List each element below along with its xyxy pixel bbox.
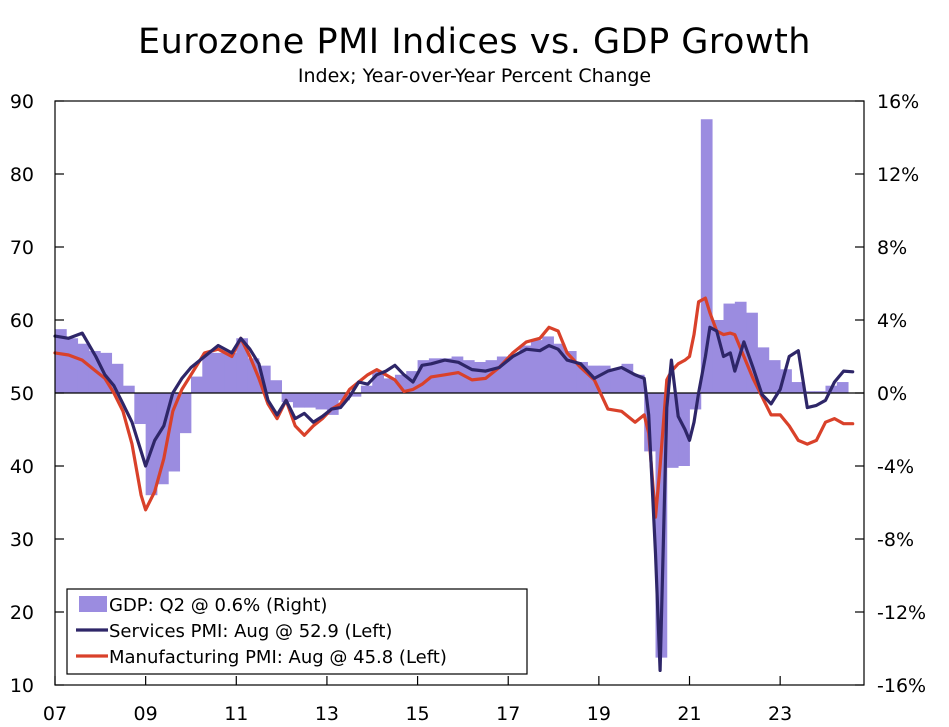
gdp-bar	[145, 393, 158, 496]
x-tick-label: 21	[677, 703, 701, 725]
gdp-bar	[383, 378, 396, 393]
left-tick-label: 40	[10, 456, 34, 478]
legend: GDP: Q2 @ 0.6% (Right) Services PMI: Aug…	[66, 588, 528, 675]
right-tick-label: 8%	[877, 237, 907, 259]
gdp-bar	[576, 361, 588, 393]
x-tick-label: 07	[43, 703, 67, 725]
gdp-bar	[836, 382, 849, 393]
gdp-bar	[700, 119, 713, 393]
gdp-bar	[270, 380, 283, 393]
x-tick-label: 13	[315, 703, 339, 725]
x-tick-label: 15	[405, 703, 429, 725]
x-tick-label: 19	[587, 703, 611, 725]
gdp-bar	[122, 385, 135, 393]
gdp-bar	[723, 303, 736, 393]
gdp-bar	[168, 393, 181, 472]
gdp-bar	[77, 343, 90, 393]
left-tick-label: 70	[10, 237, 34, 259]
gdp-bar	[451, 356, 464, 393]
gdp-bar	[655, 393, 668, 658]
x-tick-label: 23	[768, 703, 792, 725]
manufacturing-pmi-line	[53, 296, 855, 519]
services-pmi-line	[53, 325, 855, 672]
right-tick-label: -4%	[877, 456, 914, 478]
gdp-bar	[768, 360, 781, 393]
right-tick-label: -8%	[877, 529, 914, 551]
gdp-bar	[156, 393, 169, 485]
gdp-bar	[757, 347, 770, 394]
gdp-bar	[530, 340, 543, 393]
gdp-bar	[394, 374, 407, 393]
gdp-bar	[508, 354, 520, 393]
gdp-bar	[326, 393, 339, 415]
gdp-bar	[236, 338, 249, 393]
left-axis: 10 20 30 40 50 60 70 80 90	[10, 91, 64, 697]
gdp-bar	[496, 356, 509, 393]
gdp-bar	[372, 371, 384, 393]
gdp-bar	[202, 352, 215, 393]
gdp-bar	[610, 369, 622, 393]
right-tick-label: -12%	[877, 602, 926, 624]
right-tick-label: 4%	[877, 310, 907, 332]
gdp-bar	[292, 393, 305, 408]
gdp-bar	[111, 363, 124, 393]
gdp-bar	[712, 320, 724, 393]
gdp-bar	[689, 393, 702, 410]
legend-manufacturing-label: Manufacturing PMI: Aug @ 45.8 (Left)	[109, 647, 447, 668]
left-tick-label: 10	[10, 675, 34, 697]
gdp-bar	[542, 336, 554, 393]
legend-services-label: Services PMI: Aug @ 52.9 (Left)	[109, 621, 392, 642]
gdp-bar	[55, 329, 67, 394]
x-tick-label: 17	[496, 703, 520, 725]
gdp-bar	[666, 393, 679, 468]
gdp-bar	[632, 374, 645, 393]
left-tick-label: 60	[10, 310, 34, 332]
gdp-bar	[746, 312, 758, 393]
left-tick-label: 20	[10, 602, 34, 624]
legend-gdp-swatch	[79, 596, 107, 612]
left-tick-label: 90	[10, 91, 34, 113]
gdp-bar	[791, 382, 804, 393]
left-tick-label: 50	[10, 383, 34, 405]
gdp-bar	[134, 393, 147, 425]
gdp-bar	[564, 351, 577, 393]
gdp-bar	[519, 345, 532, 393]
gdp-bar	[485, 360, 498, 393]
gdp-bar	[247, 358, 260, 393]
left-tick-label: 80	[10, 164, 34, 186]
gdp-bar	[802, 391, 815, 393]
gdp-bar	[281, 393, 294, 403]
x-tick-label: 09	[134, 703, 158, 725]
legend-gdp-label: GDP: Q2 @ 0.6% (Right)	[109, 595, 327, 616]
legend-box	[66, 588, 528, 675]
gdp-bar	[66, 338, 79, 393]
right-axis: -16% -12% -8% -4% 0% 4% 8% 12% 16%	[855, 91, 926, 697]
gdp-bar	[190, 376, 203, 393]
gdp-bar	[814, 391, 826, 393]
right-tick-label: 0%	[877, 383, 907, 405]
gdp-bar	[315, 393, 328, 410]
right-tick-label: 12%	[877, 164, 919, 186]
gdp-bar	[780, 369, 792, 393]
gdp-bar	[258, 365, 271, 394]
gdp-bar	[100, 352, 113, 393]
gdp-bar	[598, 365, 611, 394]
chart-title: Eurozone PMI Indices vs. GDP Growth	[138, 22, 811, 62]
gdp-bar	[224, 352, 237, 393]
gdp-bar	[304, 393, 316, 408]
x-tick-label: 11	[224, 703, 248, 725]
gdp-bar	[213, 352, 226, 393]
gdp-bar	[360, 385, 373, 393]
right-tick-label: 16%	[877, 91, 919, 113]
x-axis: 07 09 11 13 15 17 19 21 23	[43, 676, 792, 725]
gdp-bar	[553, 343, 566, 393]
gdp-bar	[179, 393, 192, 434]
left-tick-label: 30	[10, 529, 34, 551]
gdp-bar	[621, 363, 634, 393]
gdp-bar	[349, 393, 362, 397]
gdp-bar	[417, 360, 430, 393]
chart-subtitle: Index; Year-over-Year Percent Change	[297, 65, 652, 87]
right-tick-label: -16%	[877, 675, 926, 697]
